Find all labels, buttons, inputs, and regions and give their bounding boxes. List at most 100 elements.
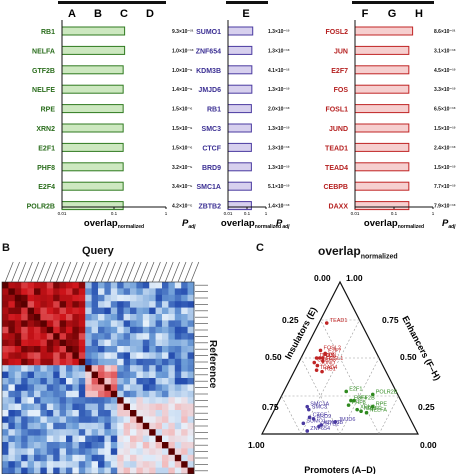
heatmap-cell <box>123 352 131 360</box>
heatmap-cell <box>155 403 163 411</box>
heatmap-cell <box>187 461 195 468</box>
bar-label: KDM3B <box>196 68 221 75</box>
heatmap-cell <box>14 467 22 474</box>
x-axis-label: overlapnormalized <box>364 218 424 230</box>
heatmap-cell <box>53 282 60 289</box>
ternary-point <box>349 398 353 403</box>
x-axis-label-main: overlap <box>84 218 118 229</box>
ternary-point-label: BRD9 <box>316 414 331 420</box>
heatmap-cell <box>117 358 124 366</box>
heatmap-cell <box>110 422 118 430</box>
heatmap-cell <box>98 326 105 334</box>
heatmap-cell <box>142 390 150 398</box>
heatmap-cell <box>14 282 22 289</box>
heatmap-cell <box>110 358 118 366</box>
heatmap-cell <box>27 301 35 308</box>
heatmap-cell <box>168 358 176 366</box>
heatmap-cell <box>149 288 156 296</box>
heatmap-cell <box>104 314 112 321</box>
heatmap-cell <box>78 410 86 417</box>
heatmap-cell <box>168 390 176 398</box>
heatmap-cell <box>155 365 163 372</box>
heatmap-cell <box>117 442 124 449</box>
heatmap-cell <box>168 346 176 353</box>
heatmap-cell <box>136 339 144 347</box>
heatmap-cell <box>8 365 16 372</box>
heatmap-cell <box>142 422 150 430</box>
heatmap-cell <box>2 397 9 404</box>
padj-value: 5.1×10⁻¹³ <box>268 184 290 190</box>
heatmap-cell <box>78 320 86 328</box>
x-axis-label-sub: normalized <box>398 224 424 230</box>
heatmap-cell <box>27 429 35 436</box>
heatmap-cell <box>174 410 182 417</box>
heatmap-cell <box>34 294 41 302</box>
ternary-point <box>301 421 306 426</box>
column-label-mark <box>43 261 52 283</box>
heatmap-cell <box>149 467 156 474</box>
heatmap-cell <box>98 288 105 296</box>
heatmap-cell <box>123 288 131 296</box>
x-tick-label: 0.01 <box>58 211 67 216</box>
heatmap-cell <box>46 397 54 404</box>
padj-value: 2.4×10⁻¹³ <box>434 145 456 151</box>
heatmap-cell <box>91 467 99 474</box>
ternary-point-label: FOS <box>323 353 335 359</box>
heatmap-cell <box>72 390 80 398</box>
heatmap-cell <box>2 326 9 334</box>
heatmap-cell <box>53 294 60 302</box>
heatmap-cell <box>66 390 73 398</box>
heatmap-cell <box>123 448 131 456</box>
heatmap-cell <box>85 422 92 430</box>
heatmap-cell <box>149 346 156 353</box>
heatmap-cell <box>174 448 182 456</box>
heatmap-cell <box>91 307 99 315</box>
padj-label: Padj <box>276 218 290 230</box>
ternary-tick: 0.25 <box>282 315 299 325</box>
heatmap-cell <box>27 346 35 353</box>
bar <box>354 26 414 36</box>
heatmap-cell <box>174 461 182 468</box>
heatmap-cell <box>130 326 137 334</box>
heatmap-cell <box>59 320 67 328</box>
heatmap-cell <box>117 314 124 321</box>
heatmap-cell <box>98 352 105 360</box>
heatmap-cell <box>130 429 137 436</box>
heatmap-cell <box>174 442 182 449</box>
heatmap-cell <box>14 403 22 411</box>
heatmap-cell <box>123 339 131 347</box>
bar <box>61 84 124 94</box>
heatmap-cell <box>2 410 9 417</box>
bar <box>227 201 252 211</box>
heatmap-cell <box>174 467 182 474</box>
heatmap-cell <box>130 378 137 385</box>
heatmap-cell <box>91 288 99 296</box>
heatmap-cell <box>110 435 118 443</box>
heatmap-cell <box>130 365 137 372</box>
ternary-tick: 0.75 <box>382 315 399 325</box>
heatmap-cell <box>40 467 48 474</box>
heatmap-cell <box>181 326 188 334</box>
heatmap-cell <box>174 326 182 334</box>
column-label-mark <box>56 261 65 283</box>
heatmap-cell <box>53 358 60 366</box>
bar-label: RPE <box>41 107 56 114</box>
heatmap-cell <box>21 390 28 398</box>
column-label-mark <box>107 261 116 283</box>
heatmap-cell <box>72 320 80 328</box>
heatmap-cell <box>168 333 176 340</box>
column-label-mark <box>49 261 59 283</box>
heatmap-cell <box>174 454 182 462</box>
heatmap-cell <box>40 448 48 456</box>
bar-label: XRN2 <box>36 126 55 133</box>
heatmap-cell <box>14 435 22 443</box>
heatmap-cell <box>72 333 80 340</box>
heatmap-cell <box>155 378 163 385</box>
padj-value: 4.2×10⁻⁵ <box>172 204 193 210</box>
heatmap-cell <box>98 346 105 353</box>
heatmap-cell <box>46 320 54 328</box>
heatmap-cell <box>91 358 99 366</box>
heatmap-cell <box>14 454 22 462</box>
bar <box>354 45 410 55</box>
heatmap-cell <box>136 346 144 353</box>
